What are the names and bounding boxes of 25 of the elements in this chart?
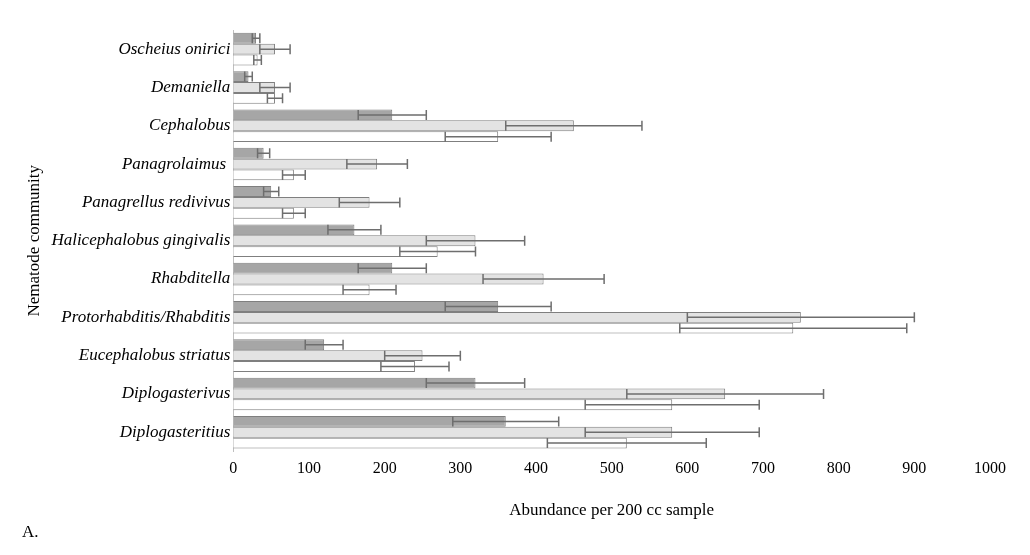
y-tick-label: Rhabditella xyxy=(150,268,231,288)
y-tick-label: Halicephalobus gingivalis xyxy=(50,230,231,250)
x-tick-label: 800 xyxy=(826,459,851,477)
x-tick-label: 0 xyxy=(229,459,238,477)
x-tick-label: 500 xyxy=(599,459,624,477)
y-tick-label: Cephalobus xyxy=(149,115,231,135)
y-tick-label: Diplogasteritius xyxy=(118,421,231,441)
text: A. xyxy=(22,521,39,541)
y-axis-title: Nematode community xyxy=(23,164,43,317)
x-tick-label: 200 xyxy=(372,459,397,477)
x-tick-label: 100 xyxy=(297,459,322,477)
y-tick-label: Oscheius onirici xyxy=(118,38,231,58)
x-tick-label: 700 xyxy=(751,459,776,477)
x-tick-label: 900 xyxy=(902,459,927,477)
y-tick-label: Panagrellus redivivus xyxy=(80,191,231,211)
y-tick-label: Panagrolaimus xyxy=(120,153,231,173)
x-tick-label: 400 xyxy=(524,459,549,477)
x-tick-label: 600 xyxy=(675,459,700,477)
x-tick-label: 1000 xyxy=(974,459,1006,477)
y-tick-label: Eucephalobus striatus xyxy=(77,345,231,365)
x-axis-title: Abundance per 200 cc sample xyxy=(509,500,715,520)
y-tick-label: Demaniella xyxy=(150,76,231,96)
y-tick-label: Diplogasterivus xyxy=(120,383,231,403)
y-tick-label: Protorhabditis/Rhabditis xyxy=(60,306,231,326)
x-tick-label: 300 xyxy=(448,459,473,477)
